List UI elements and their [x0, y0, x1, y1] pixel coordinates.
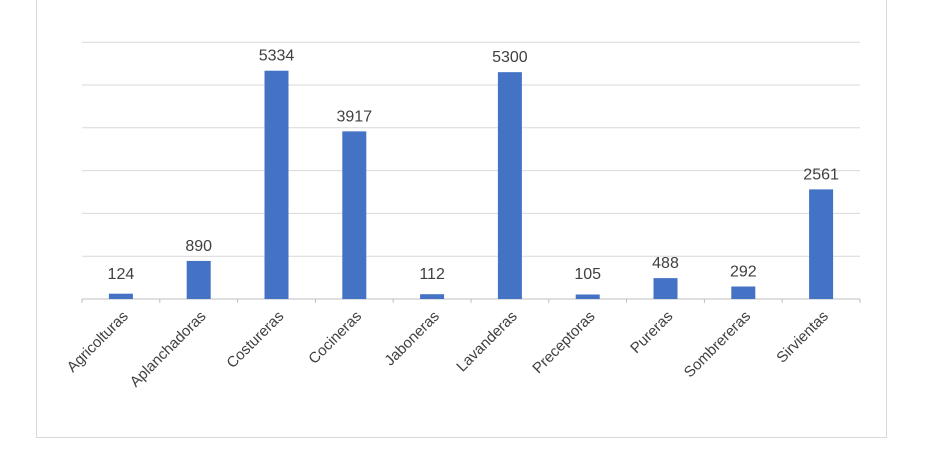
data-label: 105: [574, 266, 601, 283]
data-label: 890: [185, 238, 212, 255]
bar-cocineras: [342, 131, 367, 299]
category-label: Preceptoras: [529, 308, 598, 377]
bar-sombrereras: [731, 286, 756, 299]
bar-costureras: [264, 70, 289, 299]
bar-agricolturas: [108, 293, 133, 299]
category-label: Agricolturas: [64, 308, 132, 376]
category-label: Sirvientas: [773, 308, 832, 367]
category-label: Lavanderas: [453, 308, 520, 375]
category-label: Aplanchadoras: [127, 308, 210, 391]
category-label: Costureras: [223, 308, 287, 372]
gridlines: [81, 41, 861, 303]
data-label: 3917: [337, 108, 373, 125]
category-label: Cocineras: [305, 308, 365, 368]
category-label: Pureras: [627, 308, 676, 357]
data-label: 5334: [259, 48, 295, 65]
bar-lavanderas: [497, 72, 522, 299]
bars: [108, 70, 834, 299]
data-label: 2561: [803, 166, 839, 183]
data-label: 5300: [492, 49, 528, 66]
bar-sirvientas: [809, 189, 834, 299]
category-label: Sombrereras: [681, 308, 754, 381]
bar-jaboneras: [420, 294, 445, 299]
data-label: 112: [419, 266, 445, 283]
bar-aplanchadoras: [186, 260, 211, 299]
bar-pureras: [653, 278, 678, 299]
data-label: 124: [108, 266, 135, 283]
data-label: 292: [730, 264, 757, 281]
bar-preceptoras: [575, 294, 600, 299]
data-label: 488: [652, 255, 679, 272]
chart-frame: [36, 0, 887, 438]
category-label: Jaboneras: [381, 308, 443, 370]
value-labels: 124 890 5334 3917 112 5300 105 488 292 2561: [108, 48, 839, 283]
